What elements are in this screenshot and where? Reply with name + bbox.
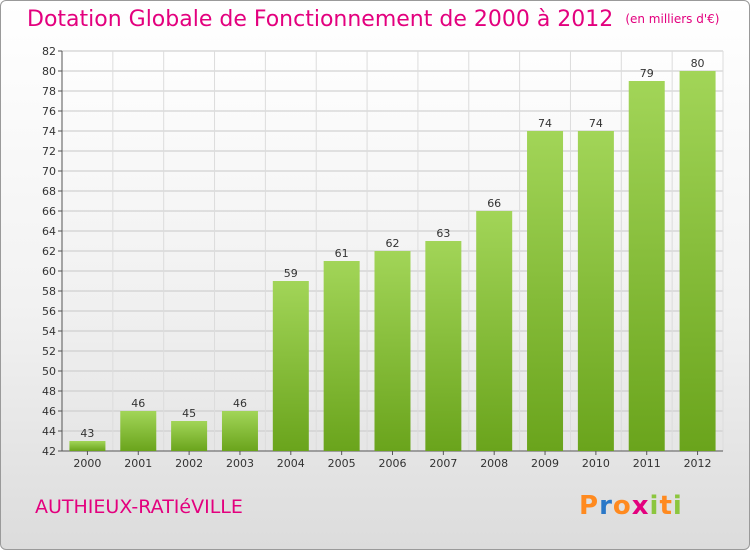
- bar-2008[interactable]: [476, 211, 513, 451]
- y-tick-label: 80: [42, 65, 56, 78]
- y-tick-label: 58: [42, 285, 56, 298]
- y-tick-label: 66: [42, 205, 56, 218]
- y-tick-label: 54: [42, 325, 56, 338]
- data-label: 62: [386, 237, 400, 250]
- x-tick-label: 2008: [480, 457, 508, 470]
- y-tick-label: 52: [42, 345, 56, 358]
- y-tick-label: 42: [42, 445, 56, 458]
- bar-2012[interactable]: [679, 71, 716, 451]
- logo-letter: t: [659, 491, 673, 521]
- x-tick-label: 2004: [277, 457, 305, 470]
- logo-letter: r: [599, 491, 613, 521]
- bar-2005[interactable]: [323, 261, 360, 451]
- data-label: 59: [284, 267, 298, 280]
- labels: 42 44 46 48 50 52 54 56 58 60 62 64 66 68 70 72 74 76 78 80…: [42, 45, 712, 470]
- data-label: 43: [80, 427, 94, 440]
- x-tick-label: 2005: [328, 457, 356, 470]
- y-tick-label: 74: [42, 125, 56, 138]
- y-tick-label: 62: [42, 245, 56, 258]
- data-label: 66: [487, 197, 501, 210]
- data-label: 80: [691, 57, 705, 70]
- bars: [69, 71, 716, 451]
- bar-2009[interactable]: [527, 131, 564, 451]
- data-label: 79: [640, 67, 654, 80]
- y-tick-label: 44: [42, 425, 56, 438]
- bar-2002[interactable]: [171, 421, 208, 451]
- logo-letter: x: [631, 491, 650, 521]
- y-tick-label: 56: [42, 305, 56, 318]
- y-tick-label: 78: [42, 85, 56, 98]
- bar-2004[interactable]: [272, 281, 309, 451]
- town-name: AUTHIEUX-RATIéVILLE: [35, 496, 243, 518]
- x-tick-label: 2002: [175, 457, 203, 470]
- x-tick-label: 2001: [124, 457, 152, 470]
- data-label: 74: [589, 117, 603, 130]
- data-label: 46: [233, 397, 247, 410]
- x-tick-label: 2007: [429, 457, 457, 470]
- bar-2007[interactable]: [425, 241, 462, 451]
- y-tick-label: 64: [42, 225, 56, 238]
- chart-title: Dotation Globale de Fonctionnement de 20…: [27, 7, 719, 32]
- logo-letter: i: [649, 491, 660, 521]
- data-label: 61: [335, 247, 349, 260]
- x-tick-label: 2006: [379, 457, 407, 470]
- bar-2010[interactable]: [577, 131, 614, 451]
- y-tick-label: 72: [42, 145, 56, 158]
- logo-letter: o: [612, 491, 632, 521]
- data-label: 45: [182, 407, 196, 420]
- bar-2001[interactable]: [120, 411, 157, 451]
- y-tick-label: 48: [42, 385, 56, 398]
- x-tick-label: 2009: [531, 457, 559, 470]
- bar-2000[interactable]: [69, 441, 106, 451]
- data-label: 74: [538, 117, 552, 130]
- bar-2003[interactable]: [221, 411, 258, 451]
- y-tick-label: 76: [42, 105, 56, 118]
- y-tick-label: 82: [42, 45, 56, 58]
- logo-letter: i: [672, 491, 683, 521]
- bar-2006[interactable]: [374, 251, 411, 451]
- logo-letter: P: [579, 491, 600, 521]
- chart-subtitle: (en milliers d'€): [625, 12, 720, 26]
- y-tick-label: 70: [42, 165, 56, 178]
- bar-2011[interactable]: [628, 81, 665, 451]
- x-tick-label: 2011: [633, 457, 661, 470]
- y-tick-label: 60: [42, 265, 56, 278]
- x-tick-label: 2012: [684, 457, 712, 470]
- x-tick-label: 2000: [73, 457, 101, 470]
- proxiti-logo[interactable]: Proxiti: [579, 491, 683, 521]
- y-tick-label: 50: [42, 365, 56, 378]
- data-label: 63: [436, 227, 450, 240]
- x-tick-label: 2003: [226, 457, 254, 470]
- y-tick-label: 46: [42, 405, 56, 418]
- x-tick-label: 2010: [582, 457, 610, 470]
- title-text: Dotation Globale de Fonctionnement de 20…: [27, 7, 614, 32]
- data-label: 46: [131, 397, 145, 410]
- y-tick-label: 68: [42, 185, 56, 198]
